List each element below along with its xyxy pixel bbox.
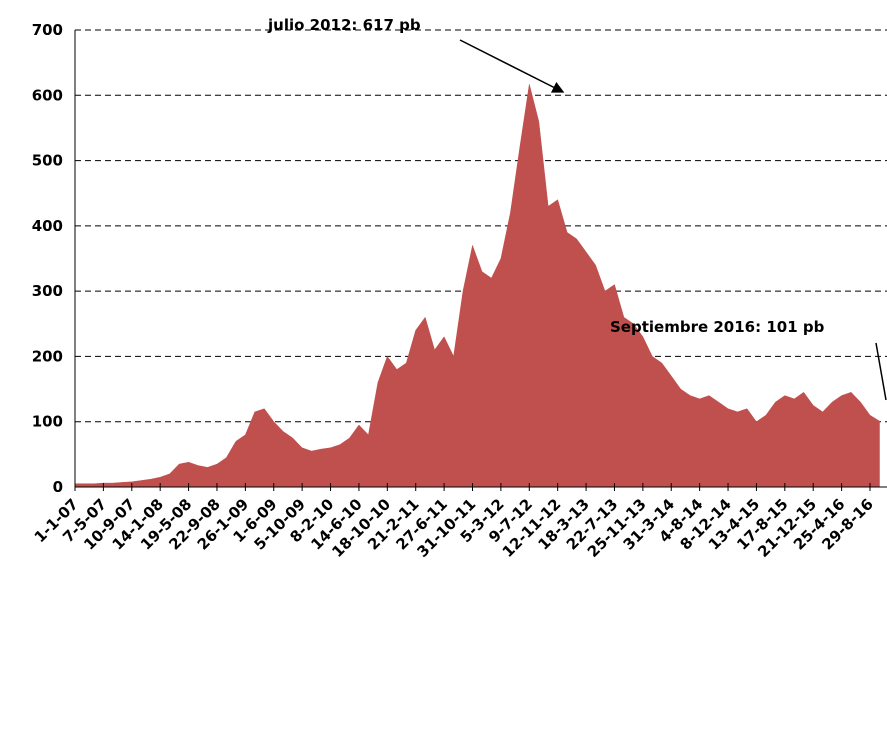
area (74, 84, 880, 488)
y-tick-label: 200 (32, 347, 63, 365)
annotation: julio 2012: 617 pb (267, 16, 421, 34)
y-tick-label: 600 (32, 86, 63, 104)
y-tick-label: 300 (32, 282, 63, 300)
y-tick-label: 100 (32, 413, 63, 431)
annotation: Septiembre 2016: 101 pb (610, 318, 825, 336)
annotation-arrow (875, 342, 887, 401)
y-tick-label: 500 (32, 152, 63, 170)
y-tick-label: 0 (53, 478, 63, 496)
annotation-arrow (459, 39, 565, 93)
y-tick-label: 400 (32, 217, 63, 235)
y-tick-label: 700 (32, 21, 63, 39)
